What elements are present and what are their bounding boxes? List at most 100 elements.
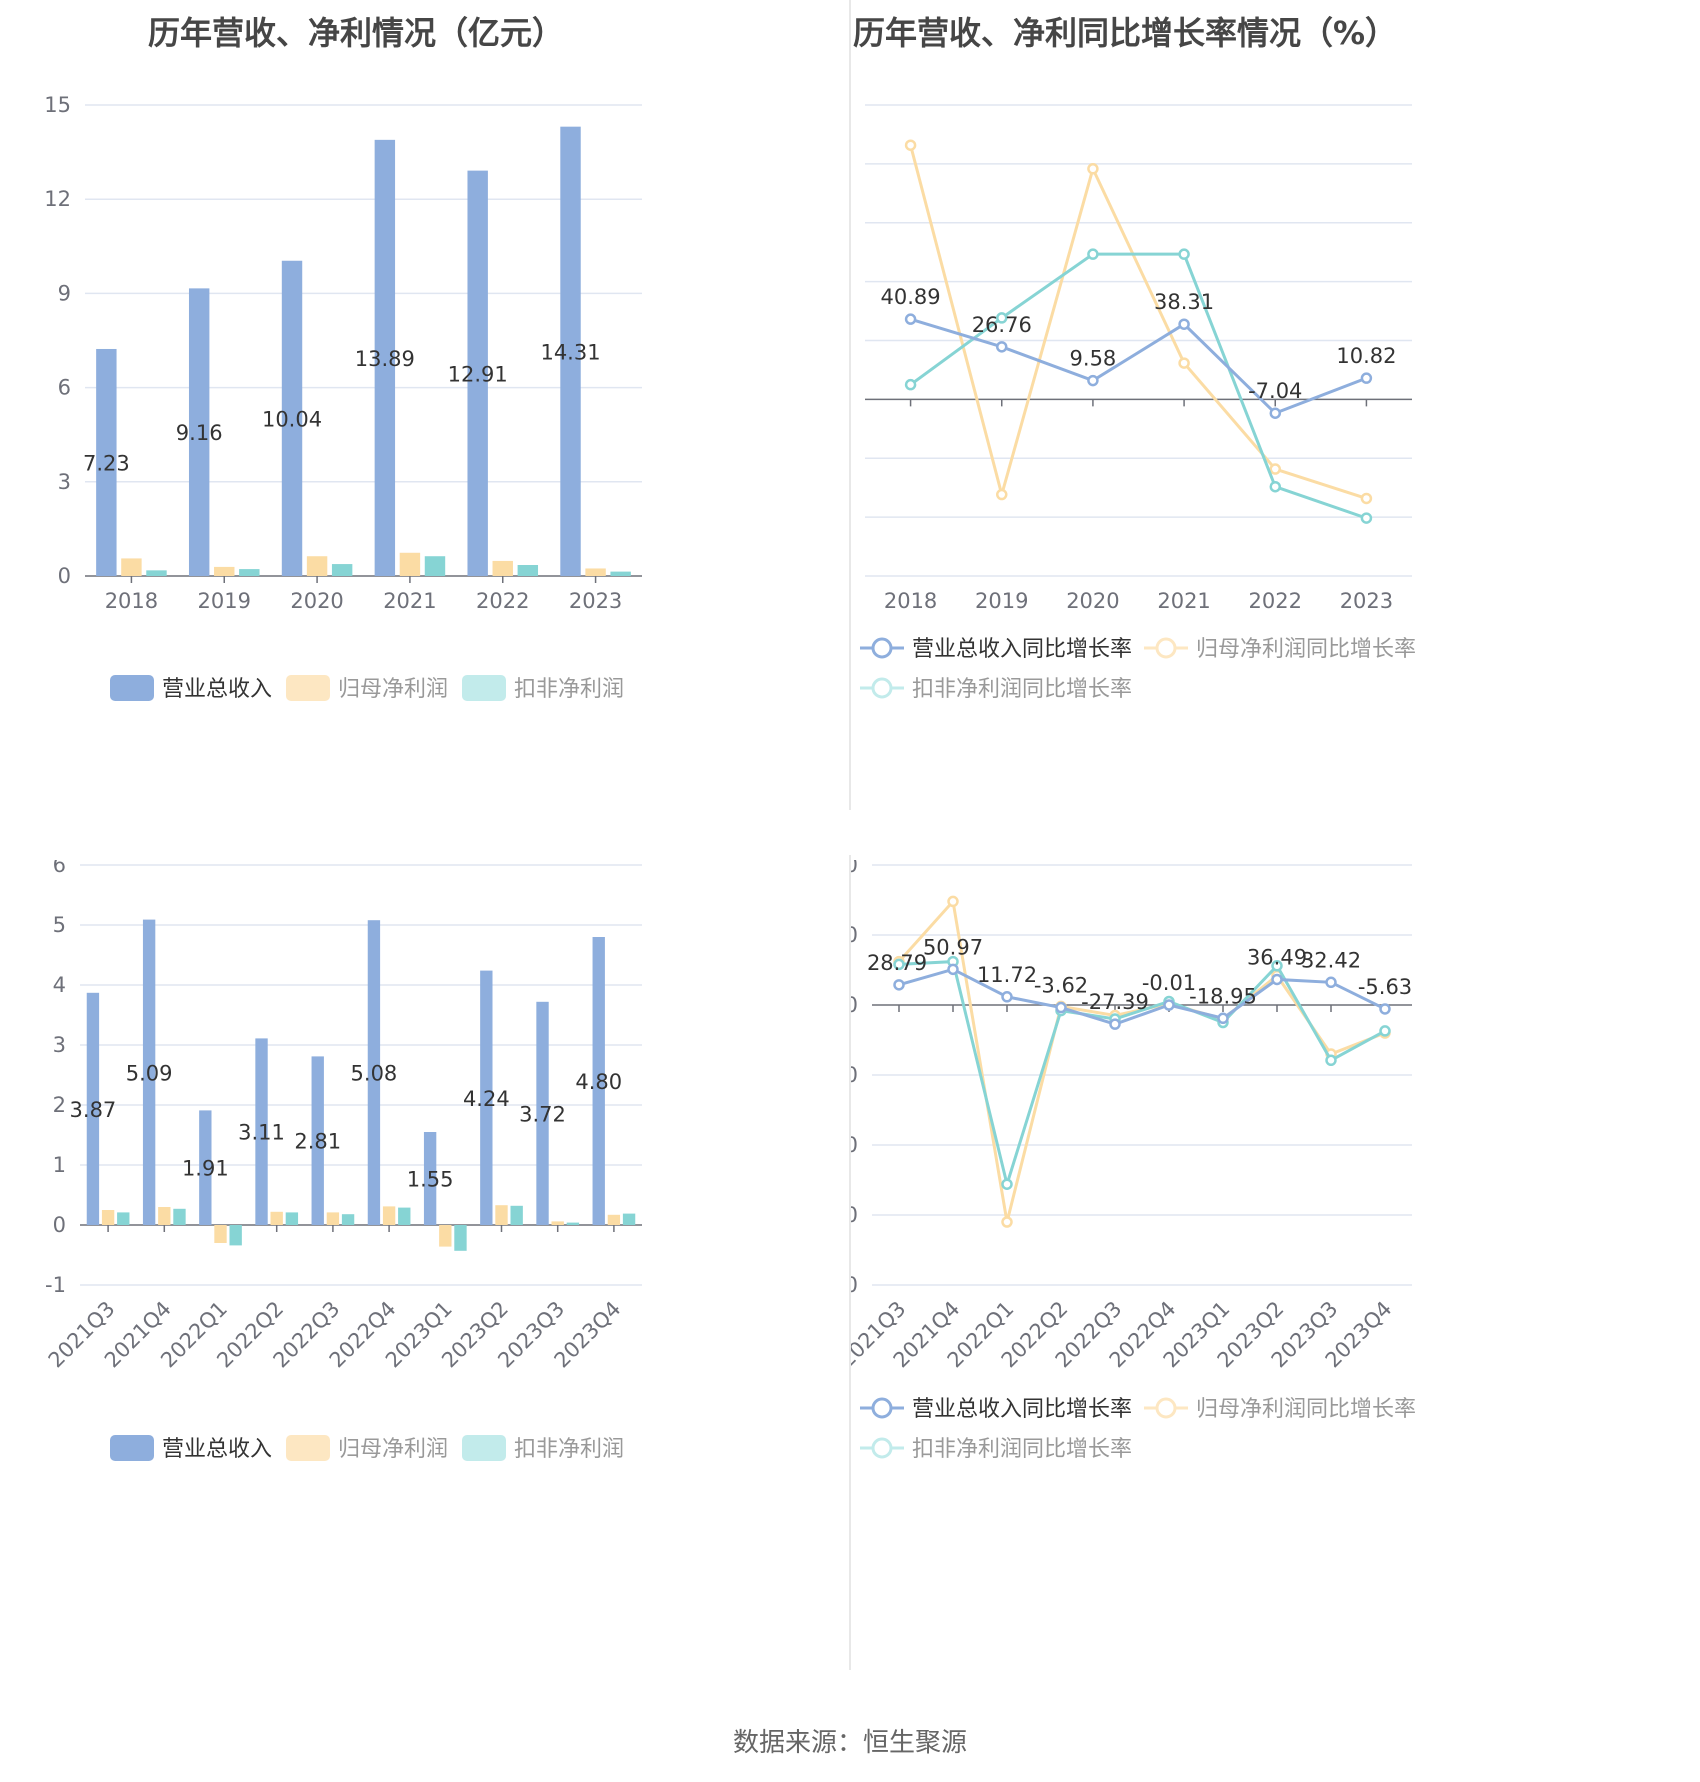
series-line-deducted-profit-growth [909, 252, 1367, 520]
bar-revenue [199, 1110, 212, 1225]
bar-deducted-profit [610, 571, 631, 576]
legend-swatch-marker [1155, 637, 1177, 659]
x-tick-label: 2018 [105, 589, 158, 613]
annual-values-chart: 历年营收、净利情况（亿元） 0 3 6 9 12 15 2018 2019 2020 2021 202… [44, 14, 642, 702]
annual-growth-chart: 历年营收、净利同比增长率情况（%）-90-60-3003060901201502… [850, 14, 1416, 702]
data-point [996, 488, 1008, 501]
legend-label: 扣非净利润同比增长率 [912, 1437, 1132, 1462]
bar-revenue [560, 126, 581, 576]
data-point [1269, 407, 1281, 419]
x-tick-label: 2022 [476, 589, 529, 613]
bar-deducted-profit [285, 1212, 299, 1225]
data-point [947, 963, 959, 976]
bar-revenue [374, 139, 396, 576]
y-tick-label: -400 [850, 1273, 858, 1297]
y-tick-label: -100 [850, 1063, 858, 1087]
quarterly-values-panel: 营收、净利季度变动情况（亿元）-101234562021Q32021Q42022… [0, 860, 850, 1740]
y-tick-label: 2 [53, 1093, 66, 1117]
bar-deducted-profit [239, 569, 260, 576]
bar-deducted-profit [146, 570, 167, 576]
y-tick-label: 0 [850, 993, 858, 1017]
y-tick-label: 5 [53, 913, 66, 937]
bar-parent-profit [270, 1211, 283, 1225]
data-label: -5.63 [1358, 975, 1412, 999]
data-point [1325, 976, 1337, 989]
data-point [1178, 318, 1190, 330]
legend-label: 归母净利润同比增长率 [1196, 1397, 1416, 1422]
data-label: 32.42 [1301, 948, 1361, 972]
data-label: 5.08 [351, 1062, 398, 1086]
y-tick-label: 3 [58, 470, 71, 494]
legend-swatch-marker [871, 1437, 893, 1459]
annual-values-panel: 历年营收、净利情况（亿元） 0 3 6 9 12 15 2018 2019 2020 2021 202… [0, 0, 850, 880]
bar-parent-profit [158, 1207, 171, 1225]
series-line-revenue-growth [910, 317, 1367, 415]
bar-deducted-profit [341, 1214, 355, 1225]
data-point [893, 958, 905, 971]
legend-label: 归母净利润 [338, 1437, 448, 1462]
series-line-revenue-growth [898, 967, 1386, 1026]
data-point [1360, 372, 1373, 384]
series-line-parent-profit-growth [909, 144, 1367, 501]
legend-label: 营业总收入 [162, 677, 272, 702]
data-label: 50.97 [923, 935, 983, 959]
bar-revenue [592, 937, 605, 1225]
bar-parent-profit [607, 1214, 621, 1225]
data-point [1163, 999, 1175, 1011]
data-label: 1.91 [182, 1157, 229, 1181]
quarterly-values-chart: 营收、净利季度变动情况（亿元）-101234562021Q32021Q42022… [44, 860, 642, 1462]
bar-deducted-profit [622, 1213, 636, 1225]
data-label: 26.76 [972, 313, 1032, 337]
legend-swatch-marker [871, 677, 893, 699]
bar-revenue [467, 170, 488, 576]
data-point [1109, 1018, 1121, 1030]
data-label: 4.24 [463, 1087, 510, 1111]
data-label: 10.04 [262, 407, 322, 431]
bar-parent-profit [399, 552, 421, 576]
bar-parent-profit [214, 1225, 227, 1243]
data-point [904, 378, 917, 391]
data-label: 3.87 [70, 1098, 117, 1122]
bar-deducted-profit [117, 1212, 130, 1225]
bar-deducted-profit [510, 1205, 523, 1225]
x-tick-label: 2023 [1340, 589, 1393, 613]
y-tick-label: 3 [53, 1033, 66, 1057]
bar-deducted-profit [398, 1207, 411, 1225]
data-label: -18.95 [1189, 984, 1257, 1008]
bar-parent-profit [495, 1205, 508, 1225]
data-label: 2.81 [294, 1130, 341, 1154]
data-point [1087, 248, 1099, 260]
bar-parent-profit [306, 556, 328, 576]
data-label: 28.79 [867, 951, 927, 975]
bar-parent-profit [214, 566, 235, 576]
y-tick-label: 6 [53, 860, 66, 877]
bar-revenue [480, 970, 493, 1225]
data-point [893, 979, 905, 991]
data-label: -0.01 [1142, 971, 1196, 995]
data-point [947, 895, 959, 908]
legend-swatch [110, 1435, 154, 1461]
x-tick-label: 2022 [1249, 589, 1302, 613]
legend-label: 扣非净利润同比增长率 [912, 677, 1132, 702]
bar-deducted-profit [454, 1225, 467, 1251]
y-tick-label: 4 [53, 973, 66, 997]
bar-parent-profit [326, 1212, 340, 1225]
data-label: 10.82 [1336, 344, 1396, 368]
data-point [1360, 512, 1373, 524]
y-tick-label: 100 [850, 923, 858, 947]
data-label: 38.31 [1154, 290, 1214, 314]
data-point [1271, 960, 1283, 972]
data-label: 3.11 [238, 1121, 285, 1145]
data-point [996, 341, 1008, 353]
data-point [1087, 374, 1099, 387]
x-tick-label: 2021 [383, 589, 436, 613]
bar-deducted-profit [424, 556, 446, 576]
data-label: 4.80 [575, 1070, 622, 1094]
data-label: 3.72 [519, 1102, 566, 1126]
data-point [1001, 991, 1013, 1003]
y-tick-label: 12 [44, 187, 71, 211]
data-label: 36.49 [1247, 945, 1307, 969]
legend-swatch [462, 1435, 506, 1461]
legend-swatch [462, 675, 506, 701]
bar-revenue [96, 348, 117, 576]
